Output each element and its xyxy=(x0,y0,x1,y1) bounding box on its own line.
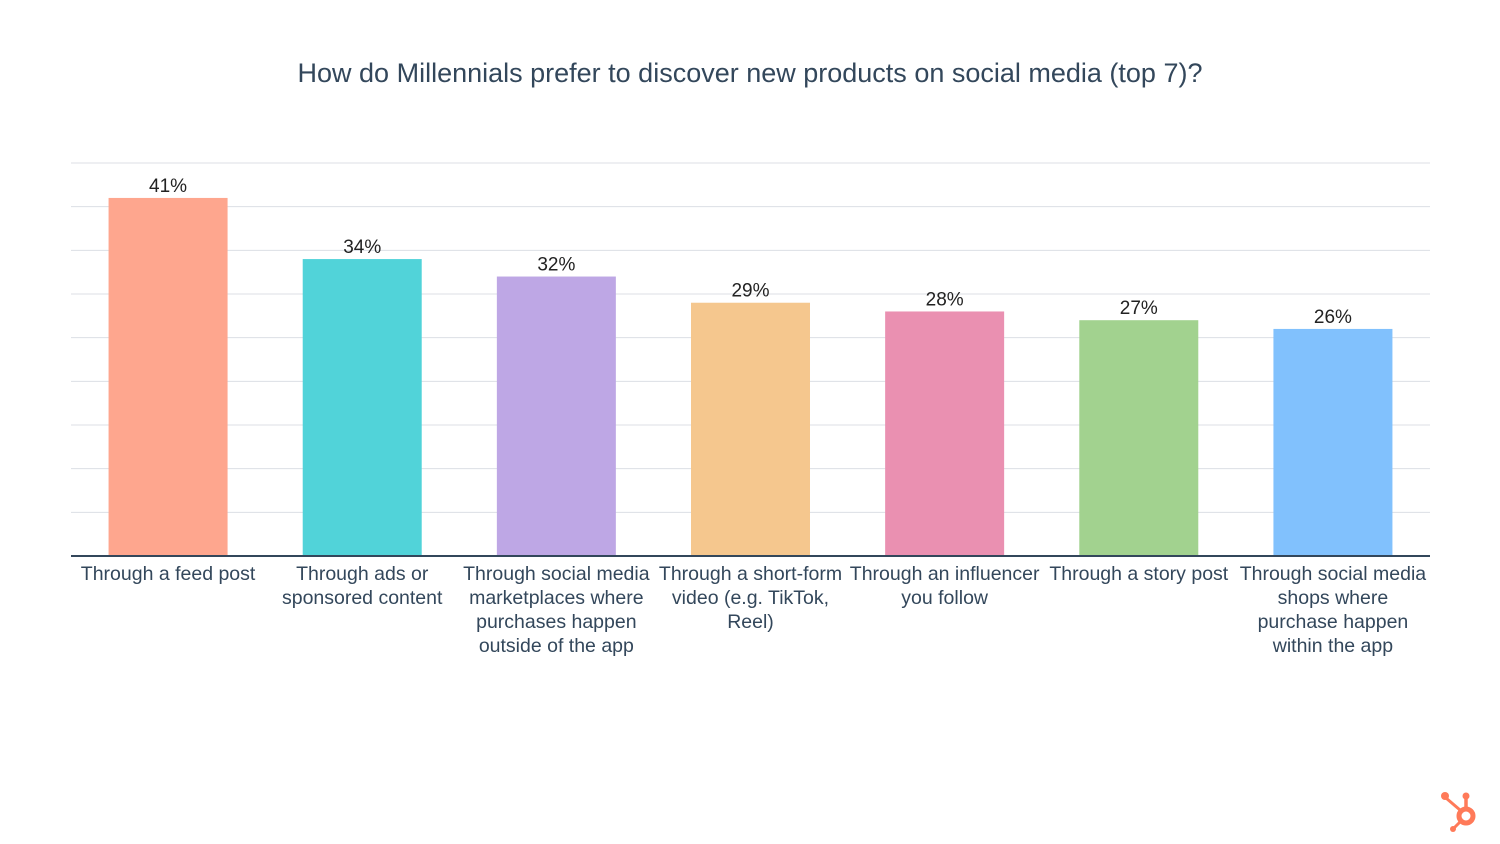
data-label: 41% xyxy=(149,176,187,197)
bar xyxy=(885,311,1005,556)
chart-title: How do Millennials prefer to discover ne… xyxy=(297,58,1203,88)
category-label: Through an influencer you follow xyxy=(849,563,1040,609)
category-label: Through social media shops where purchas… xyxy=(1239,563,1427,657)
category-label: Through a story post xyxy=(1049,563,1229,585)
bar xyxy=(1079,320,1199,556)
data-label: 29% xyxy=(731,281,769,302)
bar xyxy=(302,259,422,556)
hubspot-sprocket-icon xyxy=(1441,792,1476,832)
data-label: 28% xyxy=(926,289,964,310)
category-label: Through social media marketplaces where … xyxy=(463,563,650,657)
bar xyxy=(496,276,616,556)
data-label: 34% xyxy=(343,237,381,258)
data-label: 26% xyxy=(1314,307,1352,328)
category-label: Through a short-form video (e.g. TikTok,… xyxy=(658,563,843,633)
data-label: 27% xyxy=(1120,298,1158,319)
data-label: 32% xyxy=(537,255,575,276)
bar xyxy=(1273,328,1393,556)
bar xyxy=(691,302,810,556)
bar xyxy=(108,197,228,556)
category-label: Through a feed post xyxy=(80,563,256,585)
category-label: Through ads or sponsored content xyxy=(281,563,443,609)
